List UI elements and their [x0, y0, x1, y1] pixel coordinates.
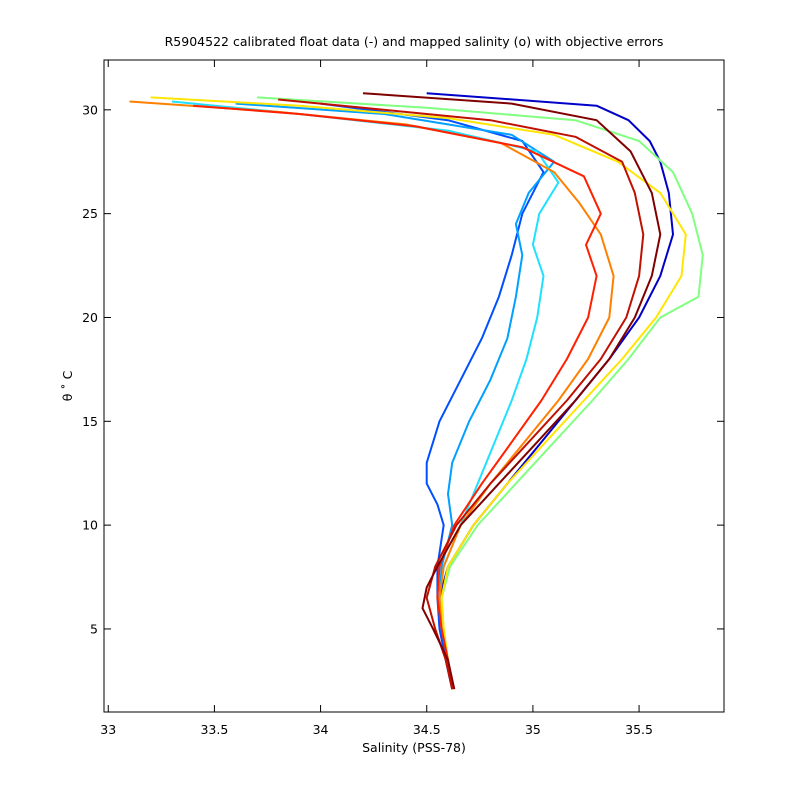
profile-line-9 — [278, 98, 645, 690]
x-tick-label: 35 — [525, 722, 541, 737]
x-tick-label: 33.5 — [200, 722, 228, 737]
profile-line-7 — [129, 100, 615, 690]
profile-line-1 — [426, 92, 674, 690]
profile-line-4 — [171, 100, 560, 690]
y-tick-label: 20 — [82, 310, 98, 325]
profile-line-2 — [320, 102, 545, 690]
y-tick-label: 25 — [82, 206, 98, 221]
x-tick-label: 33 — [100, 722, 116, 737]
plot-area-frame — [103, 59, 725, 713]
profile-line-5 — [256, 96, 704, 690]
tick-layer: 33 33.5 34 34.5 35 35.5 5 10 15 20 25 30 — [82, 60, 724, 737]
profile-line-3 — [235, 102, 556, 690]
x-tick-label: 35.5 — [625, 722, 653, 737]
x-axis-label: Salinity (PSS-78) — [362, 740, 466, 755]
y-tick-label: 30 — [82, 102, 98, 117]
chart-title: R5904522 calibrated float data (-) and m… — [165, 34, 664, 49]
y-axis-label: θ ˚ C — [60, 370, 75, 401]
y-tick-label: 15 — [82, 414, 98, 429]
x-tick-label: 34 — [313, 722, 329, 737]
y-tick-label: 10 — [82, 518, 98, 533]
series-layer — [129, 92, 704, 690]
x-tick-label: 34.5 — [413, 722, 441, 737]
profile-line-10 — [362, 92, 662, 690]
profile-line-6 — [150, 96, 687, 690]
y-tick-label: 5 — [90, 621, 98, 636]
profile-line-8 — [193, 104, 602, 690]
